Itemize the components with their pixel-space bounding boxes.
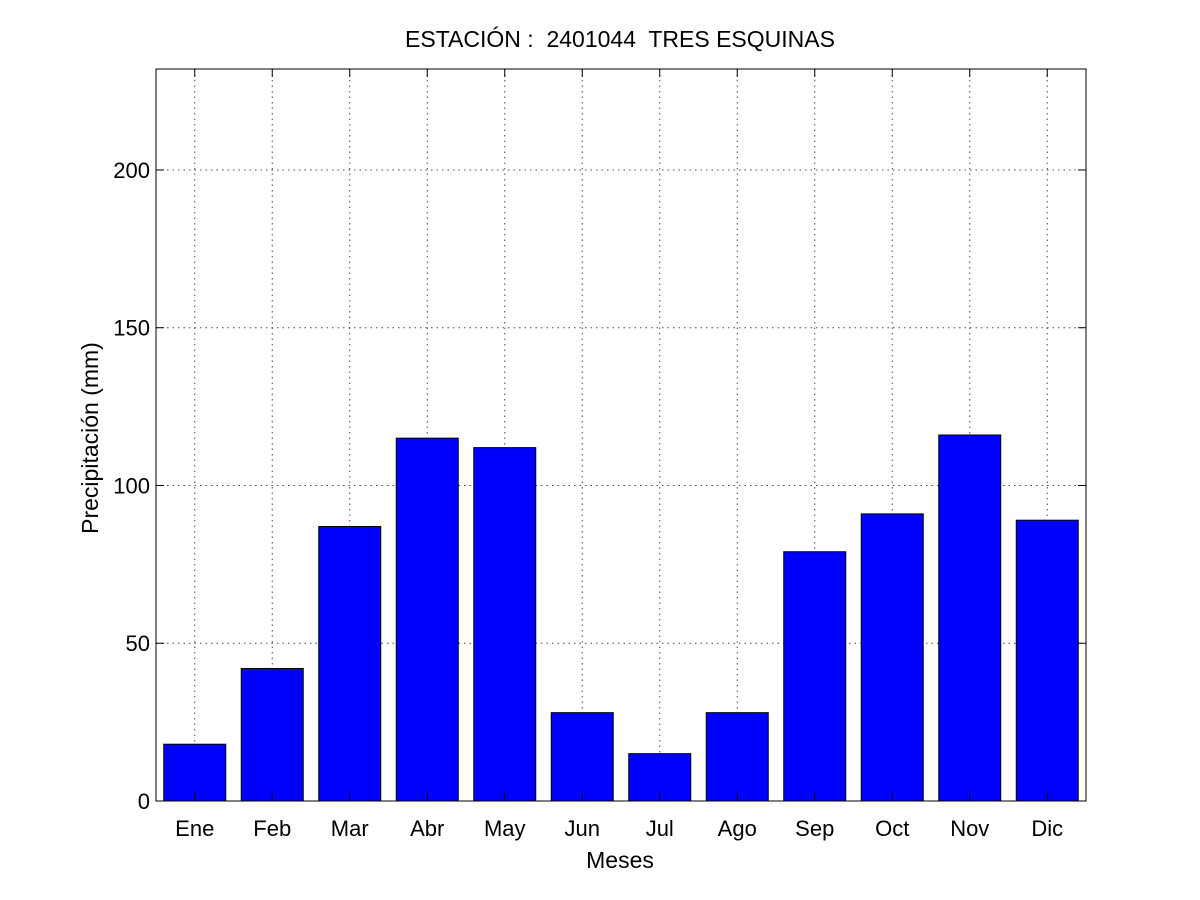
x-tick-label: Jun	[565, 816, 600, 841]
plot-frame	[155, 68, 1087, 802]
x-axis-label: Meses	[586, 847, 654, 873]
x-tick-label: May	[484, 816, 526, 841]
axis-ticks	[156, 69, 1086, 802]
x-tick-label: Sep	[795, 816, 834, 841]
bar-mar	[318, 526, 382, 802]
x-tick-label: Nov	[950, 816, 989, 841]
bar-nov	[938, 434, 1002, 802]
y-tick-label: 100	[113, 473, 150, 498]
x-tick-label: Jul	[646, 816, 674, 841]
x-tick-label: Abr	[410, 816, 444, 841]
bar-jun	[550, 712, 614, 802]
y-tick-label: 150	[113, 316, 150, 341]
x-tick-label: Ene	[175, 816, 214, 841]
x-tick-label: Mar	[331, 816, 369, 841]
bars	[163, 434, 1079, 802]
x-tick-label: Ago	[718, 816, 757, 841]
x-tick-label: Dic	[1031, 816, 1063, 841]
bar-oct	[860, 513, 924, 802]
y-tick-label: 0	[138, 789, 150, 814]
chart-title: ESTACIÓN : 2401044 TRES ESQUINAS	[405, 26, 835, 52]
x-tick-label: Oct	[875, 816, 909, 841]
grid-lines	[156, 69, 1086, 801]
y-axis-label: Precipitación (mm)	[77, 342, 103, 534]
tick-labels: Ene Feb Mar Abr May Jun Jul Ago Sep Oct Nov Dic 0 50 1…	[113, 158, 1063, 841]
x-tick-label: Feb	[253, 816, 291, 841]
y-tick-label: 200	[113, 158, 150, 183]
bar-sep	[783, 551, 847, 802]
bar-ene	[163, 743, 227, 802]
bar-abr	[395, 437, 459, 802]
y-tick-label: 50	[126, 631, 150, 656]
bar-dic	[1015, 519, 1079, 802]
bar-feb	[240, 667, 304, 802]
bar-may	[473, 447, 537, 802]
bar-ago	[705, 712, 769, 802]
